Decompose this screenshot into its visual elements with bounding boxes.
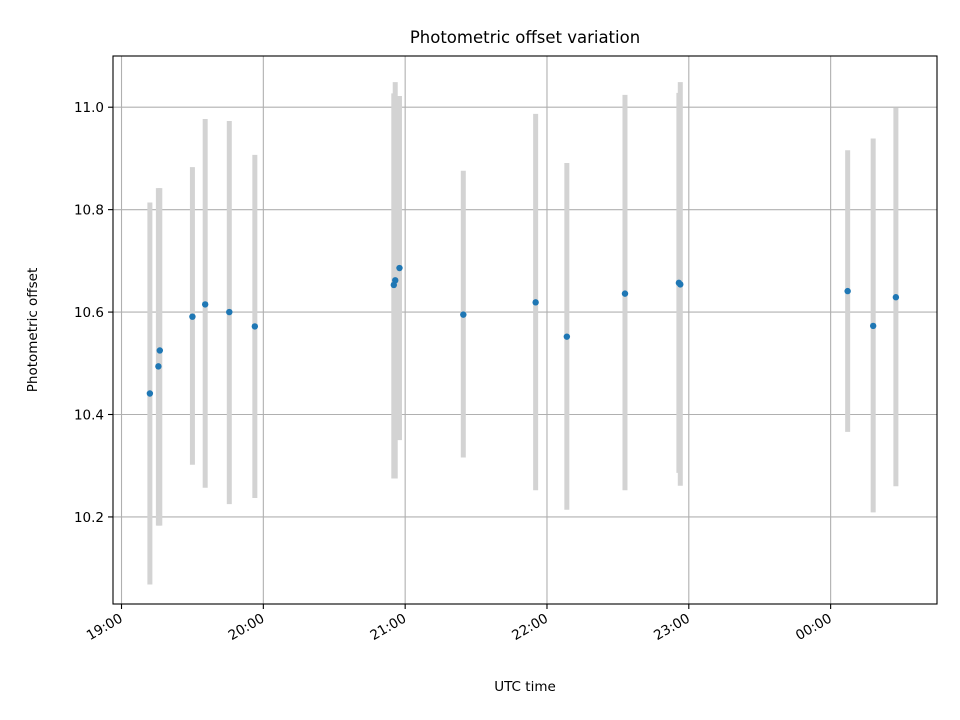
point-layer <box>146 264 900 397</box>
data-point <box>189 313 196 320</box>
data-point <box>146 390 154 397</box>
data-point <box>251 323 259 330</box>
data-point <box>532 299 539 306</box>
data-point <box>392 277 399 284</box>
y-tick-label: 10.2 <box>74 510 104 526</box>
data-point <box>201 301 209 308</box>
plot-frame <box>112 55 938 605</box>
y-tick-label: 11.0 <box>74 100 104 116</box>
data-point <box>563 333 571 340</box>
data-point <box>396 264 403 272</box>
data-point <box>155 363 162 370</box>
y-tick-label: 10.6 <box>74 305 104 321</box>
data-point <box>226 308 233 316</box>
data-point <box>621 290 629 297</box>
y-tick-label: 10.8 <box>74 203 104 219</box>
y-tick-label: 10.4 <box>74 408 104 424</box>
data-point <box>869 322 877 330</box>
chart-title: Photometric offset variation <box>410 28 640 47</box>
y-axis: 10.2 10.4 10.6 10.8 11.0 <box>74 100 113 526</box>
grid-layer <box>113 56 937 604</box>
data-point <box>892 294 900 301</box>
x-axis-label: UTC time <box>494 679 556 695</box>
data-point <box>156 347 164 354</box>
y-axis-label: Photometric offset <box>25 268 41 392</box>
data-point <box>460 311 467 318</box>
data-point <box>677 281 684 288</box>
data-point <box>844 287 851 295</box>
